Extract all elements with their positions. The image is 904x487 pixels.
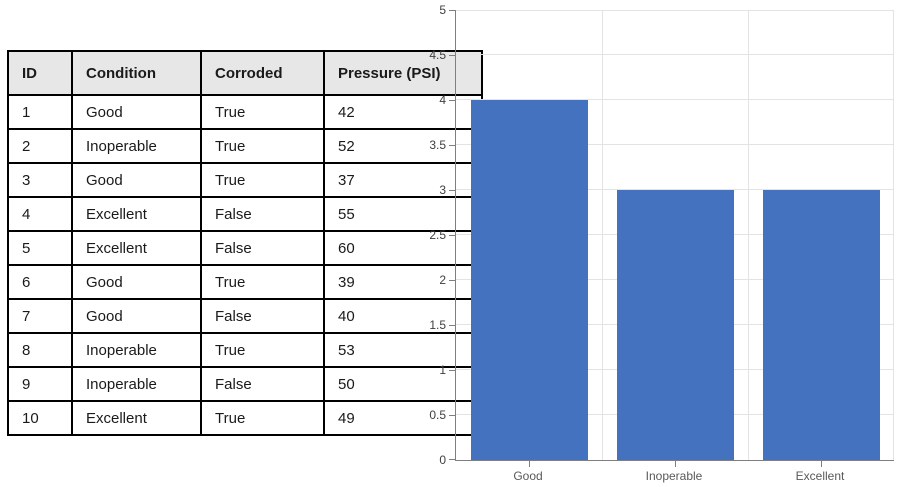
x-category-label: Inoperable: [645, 469, 703, 483]
gridline-horizontal: [456, 414, 894, 415]
table-row: 5 Excellent False 60: [7, 230, 483, 266]
gridline-vertical: [602, 10, 603, 460]
table-cell: 9: [7, 366, 73, 402]
table-cell: 10: [7, 400, 73, 436]
table-cell: False: [200, 196, 325, 232]
table-row: 1 Good True 42: [7, 94, 483, 130]
table-cell: 49: [323, 400, 483, 436]
table-row: 3 Good True 37: [7, 162, 483, 198]
x-axis-tick: [675, 461, 676, 467]
table-cell: Inoperable: [71, 332, 202, 368]
y-tick-label: 0: [439, 453, 446, 467]
table-row: 2 Inoperable True 52: [7, 128, 483, 164]
table-row: 8 Inoperable True 53: [7, 332, 483, 368]
table-cell: True: [200, 162, 325, 198]
gridline-horizontal: [456, 99, 894, 100]
table-cell: True: [200, 94, 325, 130]
bar-excellent: [763, 190, 880, 460]
table-cell: 6: [7, 264, 73, 300]
table-cell: False: [200, 230, 325, 266]
table-cell: Excellent: [71, 196, 202, 232]
table-cell: 4: [7, 196, 73, 232]
bar-inoperable: [617, 190, 734, 460]
table-cell: True: [200, 332, 325, 368]
table-cell: 60: [323, 230, 483, 266]
x-axis-tick: [529, 461, 530, 467]
table-cell: Good: [71, 298, 202, 334]
table-row: 10 Excellent True 49: [7, 400, 483, 436]
bar-good: [471, 100, 588, 460]
table-cell: True: [200, 128, 325, 164]
gridline-vertical: [748, 10, 749, 460]
header-cell-corroded: Corroded: [200, 50, 325, 96]
gridline-horizontal: [456, 324, 894, 325]
table-header: ID Condition Corroded Pressure (PSI): [7, 50, 483, 96]
header-cell-condition: Condition: [71, 50, 202, 96]
header-cell-id: ID: [7, 50, 73, 96]
table-row: 6 Good True 39: [7, 264, 483, 300]
table-body: 1 Good True 42 2 Inoperable True 52 3 Good True 37 4…: [7, 94, 483, 436]
y-axis-tick: [449, 10, 455, 11]
table-cell: Inoperable: [71, 366, 202, 402]
table-cell: 2: [7, 128, 73, 164]
table-cell: True: [200, 400, 325, 436]
table-row: 7 Good False 40: [7, 298, 483, 334]
table-cell: 55: [323, 196, 483, 232]
table-cell: 37: [323, 162, 483, 198]
table-cell: Inoperable: [71, 128, 202, 164]
table-cell: Good: [71, 94, 202, 130]
table-cell: Excellent: [71, 400, 202, 436]
gridline-horizontal: [456, 10, 894, 11]
gridline-horizontal: [456, 369, 894, 370]
x-category-label: Good: [513, 469, 543, 483]
table-cell: 50: [323, 366, 483, 402]
table-row: 4 Excellent False 55: [7, 196, 483, 232]
gridline-horizontal: [456, 234, 894, 235]
x-category-label: Excellent: [795, 469, 845, 483]
table-header-row: ID Condition Corroded Pressure (PSI): [7, 50, 483, 96]
table-cell: False: [200, 366, 325, 402]
plot-area: [449, 10, 894, 467]
table-cell: Good: [71, 162, 202, 198]
gridline-horizontal: [456, 54, 894, 55]
table-cell: 3: [7, 162, 73, 198]
gridline-horizontal: [456, 189, 894, 190]
table-cell: Good: [71, 264, 202, 300]
table-cell: 7: [7, 298, 73, 334]
table-cell: 53: [323, 332, 483, 368]
header-cell-pressure: Pressure (PSI): [323, 50, 483, 96]
gridline-horizontal: [456, 144, 894, 145]
y-tick-label: 5: [439, 3, 446, 17]
table-row: 9 Inoperable False 50: [7, 366, 483, 402]
pipe-inspection-table: ID Condition Corroded Pressure (PSI) 1 Go…: [7, 50, 483, 436]
table-cell: True: [200, 264, 325, 300]
table-cell: 42: [323, 94, 483, 130]
table-cell: Excellent: [71, 230, 202, 266]
table-cell: False: [200, 298, 325, 334]
table-cell: 5: [7, 230, 73, 266]
gridline-horizontal: [456, 279, 894, 280]
gridline-vertical: [893, 10, 894, 460]
table-cell: 52: [323, 128, 483, 164]
table-cell: 8: [7, 332, 73, 368]
y-axis-tick: [449, 459, 455, 460]
x-axis-tick: [821, 461, 822, 467]
table-cell: 39: [323, 264, 483, 300]
table-cell: 1: [7, 94, 73, 130]
table-cell: 40: [323, 298, 483, 334]
